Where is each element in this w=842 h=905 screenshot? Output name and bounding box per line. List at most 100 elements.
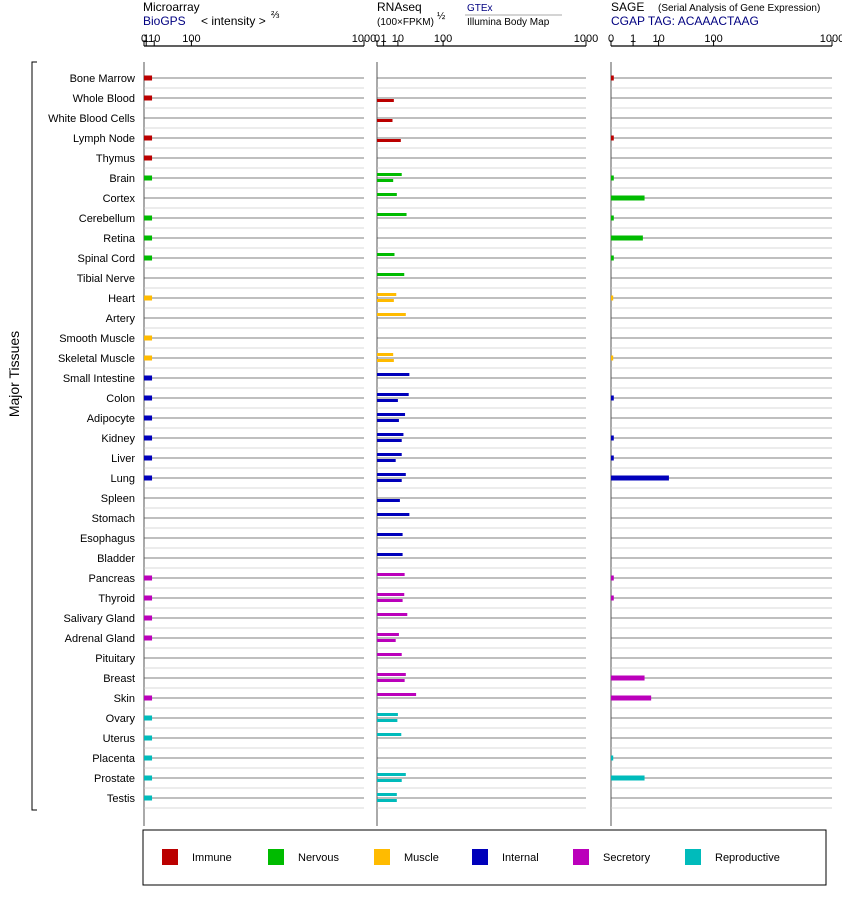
source-link-biogps[interactable]: BioGPS bbox=[143, 14, 186, 28]
tissue-label: Liver bbox=[111, 453, 135, 465]
rnaseq-illumina-bar bbox=[377, 419, 399, 422]
tissue-label: White Blood Cells bbox=[48, 113, 135, 125]
tissue-label: Whole Blood bbox=[73, 93, 135, 105]
bars-layer bbox=[144, 75, 669, 802]
tissue-label: Colon bbox=[106, 393, 135, 405]
x-tick-label: 100 bbox=[704, 33, 722, 45]
legend-swatch bbox=[685, 849, 701, 865]
tissue-label: Skin bbox=[114, 693, 135, 705]
legend-label: Reproductive bbox=[715, 852, 780, 864]
rnaseq-gtex-bar bbox=[377, 453, 402, 456]
microarray-bar bbox=[144, 135, 153, 141]
sage-bar bbox=[611, 455, 614, 461]
panel-title: Microarray bbox=[143, 0, 200, 14]
tissue-label: Small Intestine bbox=[63, 373, 135, 385]
tissue-label: Spleen bbox=[101, 493, 135, 505]
sage-tag-link[interactable]: CGAP TAG: ACAAACTAAG bbox=[611, 14, 759, 28]
legend-label: Muscle bbox=[404, 852, 439, 864]
x-tick-label: 10 bbox=[652, 33, 664, 45]
sage-bar bbox=[611, 435, 614, 441]
rnaseq-illumina-bar bbox=[377, 119, 393, 122]
tissue-label: Testis bbox=[107, 793, 136, 805]
rnaseq-gtex-bar bbox=[377, 413, 406, 416]
sage-bar bbox=[611, 235, 643, 241]
tissue-label: Esophagus bbox=[80, 533, 136, 545]
rows-layer: Bone Marrow Whole Blood White Blood Cells L… bbox=[48, 73, 832, 809]
rnaseq-gtex-bar bbox=[377, 733, 402, 736]
source-link-illumina[interactable]: Illumina Body Map bbox=[467, 17, 550, 28]
sage-bar bbox=[611, 355, 614, 361]
tissue-label: Ovary bbox=[106, 713, 136, 725]
microarray-bar bbox=[144, 375, 153, 381]
microarray-bar bbox=[144, 795, 153, 801]
sage-bar bbox=[611, 215, 614, 221]
sage-bar bbox=[611, 595, 614, 601]
unit-label: (100×FPKM) bbox=[377, 17, 434, 28]
tissue-label: Kidney bbox=[101, 433, 135, 445]
sage-bar bbox=[611, 175, 614, 181]
sage-bar bbox=[611, 135, 614, 141]
microarray-bar bbox=[144, 435, 153, 441]
rnaseq-gtex-bar bbox=[377, 393, 409, 396]
x-tick-label: 100 bbox=[434, 33, 452, 45]
rnaseq-gtex-bar bbox=[377, 773, 406, 776]
rnaseq-gtex-bar bbox=[377, 713, 398, 716]
legend-label: Nervous bbox=[298, 852, 339, 864]
legend-label: Secretory bbox=[603, 852, 651, 864]
tissue-label: Bone Marrow bbox=[70, 73, 135, 85]
legend-swatch bbox=[472, 849, 488, 865]
panel-subtitle: (Serial Analysis of Gene Expression) bbox=[658, 3, 820, 14]
tissue-label: Pancreas bbox=[89, 573, 136, 585]
legend-swatch bbox=[268, 849, 284, 865]
microarray-bar bbox=[144, 635, 153, 641]
rnaseq-illumina-bar bbox=[377, 479, 402, 482]
tissue-label: Brain bbox=[109, 173, 135, 185]
rnaseq-illumina-bar bbox=[377, 399, 398, 402]
rnaseq-illumina-bar bbox=[377, 599, 403, 602]
rnaseq-gtex-bar bbox=[377, 593, 405, 596]
rnaseq-illumina-bar bbox=[377, 639, 396, 642]
x-tick-label: 0 bbox=[608, 33, 614, 45]
x-tick-label: 100 bbox=[182, 33, 200, 45]
microarray-bar bbox=[144, 575, 153, 581]
microarray-bar bbox=[144, 75, 153, 81]
rnaseq-gtex-bar bbox=[377, 553, 403, 556]
microarray-bar bbox=[144, 415, 153, 421]
rnaseq-illumina-bar bbox=[377, 459, 396, 462]
sage-bar bbox=[611, 195, 645, 201]
rnaseq-gtex-bar bbox=[377, 213, 407, 216]
rnaseq-gtex-bar bbox=[377, 273, 405, 276]
unit-exponent: ½ bbox=[437, 11, 446, 22]
microarray-bar bbox=[144, 95, 153, 101]
tissue-label: Pituitary bbox=[95, 653, 135, 665]
microarray-bar bbox=[144, 775, 153, 781]
rnaseq-gtex-bar bbox=[377, 633, 399, 636]
legend-swatch bbox=[374, 849, 390, 865]
panel-title: SAGE bbox=[611, 0, 644, 14]
source-link-gtex[interactable]: GTEx bbox=[467, 3, 493, 14]
sage-bar bbox=[611, 775, 645, 781]
microarray-bar bbox=[144, 355, 153, 361]
rnaseq-gtex-bar bbox=[377, 693, 417, 696]
tissue-label: Smooth Muscle bbox=[59, 333, 135, 345]
sage-bar bbox=[611, 475, 669, 481]
rnaseq-illumina-bar bbox=[377, 679, 405, 682]
microarray-bar bbox=[144, 155, 153, 161]
rnaseq-gtex-bar bbox=[377, 533, 403, 536]
sage-bar bbox=[611, 575, 614, 581]
microarray-bar bbox=[144, 395, 153, 401]
legend-label: Immune bbox=[192, 852, 232, 864]
tissue-label: Bladder bbox=[97, 553, 135, 565]
tissue-label: Uterus bbox=[103, 733, 136, 745]
tissue-label: Skeletal Muscle bbox=[58, 353, 135, 365]
panel-header-rnaseq: RNAseq (100×FPKM) ½ GTEx Illumina Body M… bbox=[377, 0, 562, 28]
rnaseq-gtex-bar bbox=[377, 173, 402, 176]
panel-header-microarray: Microarray BioGPS < intensity > ⅔ bbox=[143, 0, 280, 28]
tissue-label: Stomach bbox=[92, 513, 135, 525]
rnaseq-gtex-bar bbox=[377, 353, 394, 356]
sage-bar bbox=[611, 755, 614, 761]
x-tick-label: 1000 bbox=[352, 33, 376, 45]
